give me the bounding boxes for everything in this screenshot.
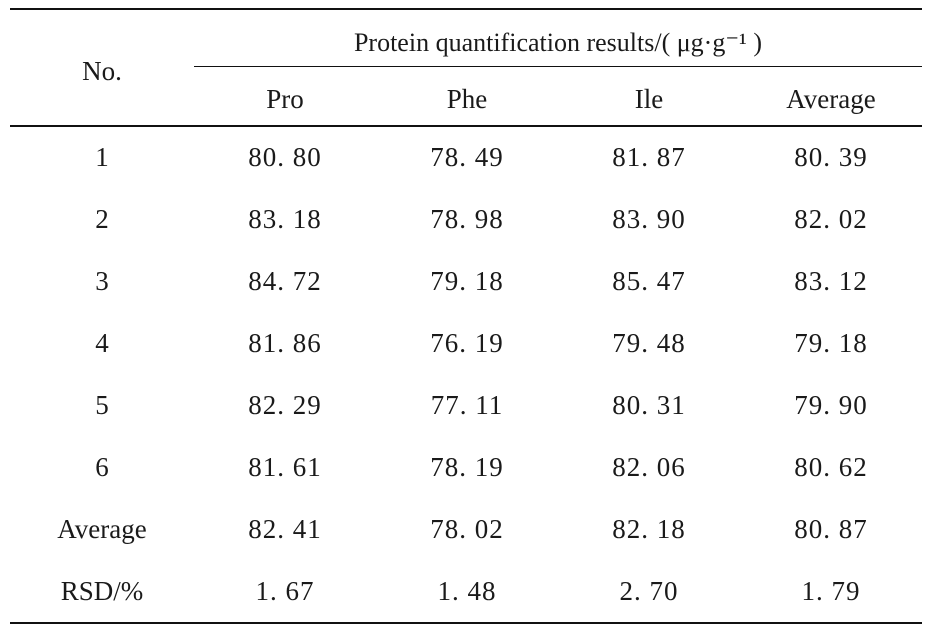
table-cell: 79. 48 [612, 328, 686, 358]
table-cell: 82. 29 [248, 390, 322, 420]
group-header-underline [194, 66, 922, 67]
row-label: 5 [95, 390, 109, 420]
row-header-no: No. [82, 56, 122, 86]
column-header-average: Average [786, 84, 876, 114]
table-cell: 81. 61 [248, 452, 322, 482]
row-label: 3 [95, 266, 109, 296]
table-cell: 83. 12 [794, 266, 868, 296]
bottom-rule [10, 622, 922, 624]
column-header-pro: Pro [266, 84, 304, 114]
table-cell: 80. 39 [794, 142, 868, 172]
top-rule [10, 8, 922, 10]
table-cell: 77. 11 [430, 390, 504, 420]
table-cell: 1. 67 [255, 576, 315, 606]
column-header-phe: Phe [446, 84, 488, 114]
group-header: Protein quantification results/( μg·g⁻¹ … [353, 28, 763, 57]
table-cell: 82. 41 [248, 514, 322, 544]
table-cell: 82. 02 [794, 204, 868, 234]
row-label: 2 [95, 204, 109, 234]
table-cell: 1. 48 [437, 576, 497, 606]
row-label: 4 [95, 328, 109, 358]
column-header-ile: Ile [634, 84, 664, 114]
table-cell: 80. 87 [794, 514, 868, 544]
table-cell: 1. 79 [801, 576, 861, 606]
table-cell: 78. 98 [430, 204, 504, 234]
table-cell: 79. 18 [430, 266, 504, 296]
table-cell: 2. 70 [619, 576, 679, 606]
table-cell: 81. 86 [248, 328, 322, 358]
table-cell: 78. 49 [430, 142, 504, 172]
table-cell: 78. 02 [430, 514, 504, 544]
table-cell: 82. 18 [612, 514, 686, 544]
table-cell: 83. 90 [612, 204, 686, 234]
table-cell: 79. 90 [794, 390, 868, 420]
table-cell: 80. 31 [612, 390, 686, 420]
row-label: 1 [95, 142, 109, 172]
row-label: RSD/% [60, 576, 144, 606]
table-cell: 83. 18 [248, 204, 322, 234]
table-cell: 81. 87 [612, 142, 686, 172]
table-cell: 80. 62 [794, 452, 868, 482]
table-cell: 85. 47 [612, 266, 686, 296]
table-cell: 84. 72 [248, 266, 322, 296]
row-label: Average [57, 514, 147, 544]
table-cell: 78. 19 [430, 452, 504, 482]
row-label: 6 [95, 452, 109, 482]
header-bottom-rule [10, 125, 922, 127]
table-cell: 76. 19 [430, 328, 504, 358]
table-cell: 80. 80 [248, 142, 322, 172]
table-cell: 79. 18 [794, 328, 868, 358]
table-cell: 82. 06 [612, 452, 686, 482]
